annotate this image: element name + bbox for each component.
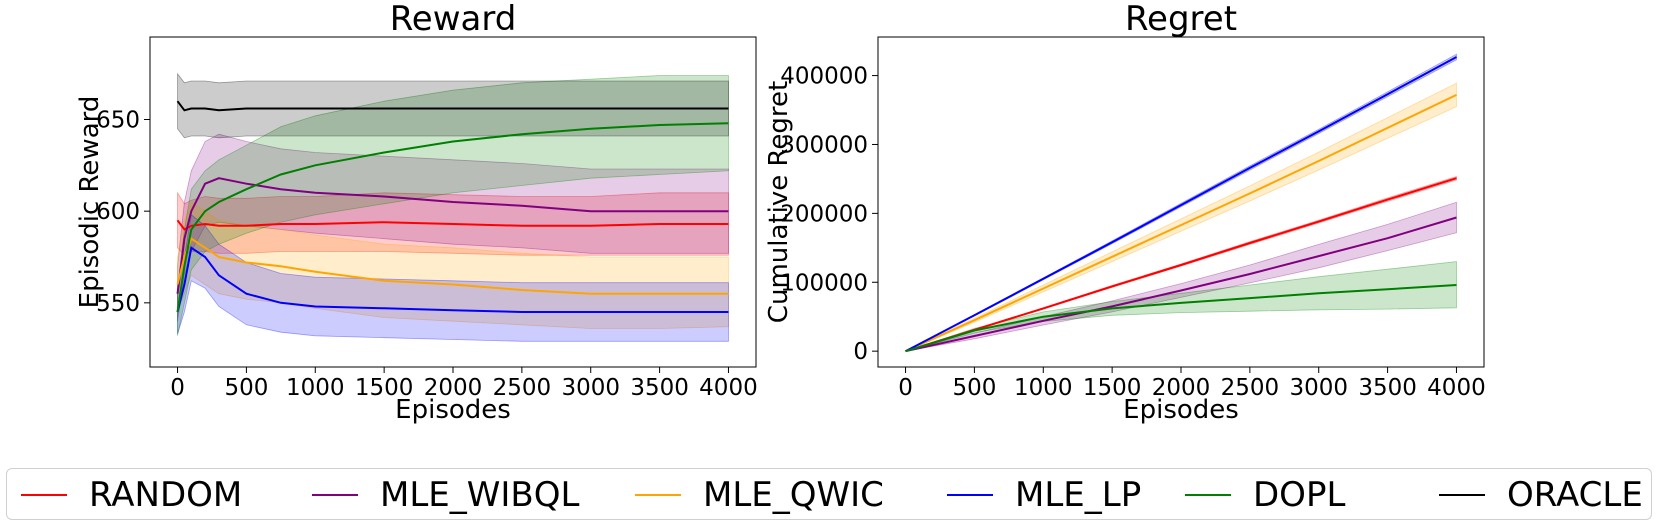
x-tick-label: 3500 (630, 375, 689, 401)
legend-entry-oracle: ORACLE (1439, 469, 1643, 521)
legend-swatch (947, 494, 993, 496)
x-tick-label: 2500 (1221, 375, 1280, 401)
legend-label: MLE_QWIC (703, 475, 884, 515)
legend-label: MLE_LP (1015, 475, 1142, 515)
line-mle-lp (905, 56, 1457, 353)
x-tick-label: 3000 (561, 375, 620, 401)
x-tick-label: 3500 (1358, 375, 1417, 401)
legend-label: ORACLE (1507, 475, 1643, 515)
legend-swatch (635, 494, 681, 496)
x-tick-label: 2000 (1152, 375, 1211, 401)
y-tick-label: 600 (96, 199, 140, 225)
legend-swatch (21, 494, 67, 496)
line-random (905, 177, 1457, 353)
line-mle-qwic (176, 237, 729, 295)
plot-area (905, 53, 1457, 353)
legend-label: DOPL (1253, 475, 1346, 515)
legend-swatch (1439, 494, 1485, 496)
x-tick-label: 1000 (286, 375, 345, 401)
x-tick-label: 500 (952, 375, 996, 401)
line-mle-wibql (905, 216, 1457, 353)
legend-entry-mle-qwic: MLE_QWIC (635, 469, 884, 521)
x-tick-label: 1500 (355, 375, 414, 401)
line-mle-wibql (176, 177, 729, 294)
x-axis-label: Episodes (1123, 395, 1239, 425)
legend: RANDOM MLE_WIBQL MLE_QWIC MLE_LP DOPL ORACLE (6, 468, 1652, 520)
y-tick-label: 650 (96, 108, 140, 134)
band-mle-lp (177, 214, 729, 342)
y-axis-label: Episodic Reward (75, 96, 105, 309)
legend-label: MLE_WIBQL (380, 475, 580, 515)
line-mle-qwic (905, 93, 1457, 353)
x-tick-label: 0 (170, 375, 185, 401)
line-dopl (905, 284, 1457, 353)
line-mle-lp (176, 246, 729, 313)
line-oracle (176, 100, 729, 112)
legend-swatch (312, 494, 358, 496)
y-tick-label: 100000 (780, 270, 868, 296)
line-dopl (176, 122, 729, 313)
band-dopl (905, 261, 1457, 352)
x-tick-label: 500 (224, 375, 268, 401)
y-tick-label: 400000 (780, 64, 868, 90)
legend-entry-dopl: DOPL (1185, 469, 1345, 521)
legend-swatch (1185, 494, 1231, 496)
chart-title: Regret (1125, 0, 1237, 39)
y-tick-label: 0 (853, 339, 868, 365)
band-mle-qwic (177, 201, 729, 329)
x-tick-label: 1500 (1083, 375, 1142, 401)
x-tick-label: 1000 (1014, 375, 1073, 401)
y-tick-label: 200000 (780, 201, 868, 227)
x-axis-label: Episodes (395, 395, 511, 425)
legend-entry-random: RANDOM (21, 469, 242, 521)
y-tick-label: 550 (96, 291, 140, 317)
y-axis-label: Cumulative Regret (764, 81, 794, 323)
legend-entry-mle-wibql: MLE_WIBQL (312, 469, 579, 521)
plot-area (176, 72, 729, 342)
band-dopl (177, 75, 729, 336)
chart-reward: Reward 0 500 1000 1500 2000 2500 3000 3500 4000 55… (75, 0, 758, 425)
x-tick-label: 4000 (1427, 375, 1486, 401)
band-mle-lp (905, 53, 1457, 352)
band-oracle (177, 72, 729, 139)
y-tick-label: 300000 (780, 132, 868, 158)
x-tick-label: 3000 (1289, 375, 1348, 401)
x-tick-label: 4000 (699, 375, 758, 401)
band-mle-wibql (177, 133, 729, 322)
chart-regret: Regret 0 500 1000 1500 2000 2500 3000 3500 4000 0 1… (764, 0, 1486, 425)
legend-entry-mle-lp: MLE_LP (947, 469, 1141, 521)
chart-title: Reward (390, 0, 517, 39)
x-tick-label: 2000 (424, 375, 483, 401)
x-tick-label: 0 (898, 375, 913, 401)
legend-label: RANDOM (89, 475, 243, 515)
x-tick-label: 2500 (493, 375, 552, 401)
